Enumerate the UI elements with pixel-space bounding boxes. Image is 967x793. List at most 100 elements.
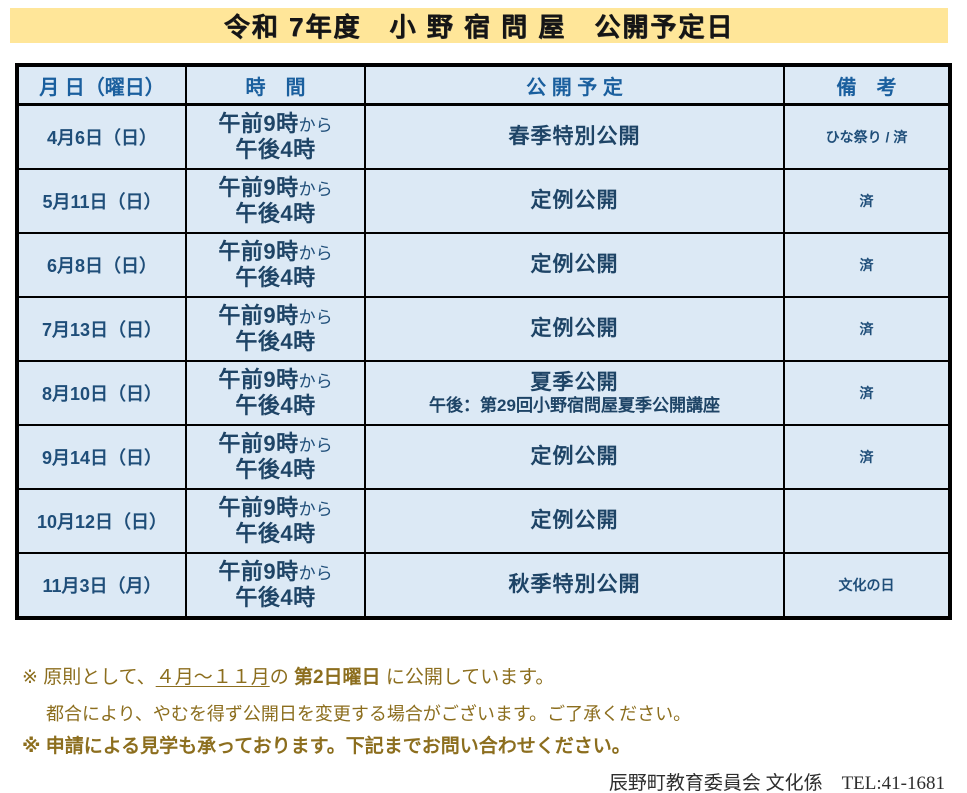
schedule-table: 月 日（曜日） 時 間 公 開 予 定 備 考 4月6日（日） 午前9時から 午… [15, 63, 952, 620]
time-start: 午前9時 [218, 174, 299, 200]
event-cell: 定例公開 [364, 424, 785, 490]
header-note: 備 考 [783, 64, 951, 106]
time-end: 午後4時 [235, 329, 316, 354]
date-text: 6月8日（日） [46, 256, 158, 276]
header-row: 月 日（曜日） 時 間 公 開 予 定 備 考 [16, 64, 951, 106]
date-cell: 11月3日（月） [16, 552, 187, 619]
time-kara: から [298, 371, 333, 391]
time-line-2: 午後4時 [191, 457, 360, 483]
time-start: 午前9時 [218, 494, 299, 520]
time-end: 午後4時 [235, 585, 316, 610]
note-text: 済 [859, 385, 874, 401]
footnote-change-notice: 都合により、やむを得ず公開日を変更する場合がございます。ご了承ください。 [46, 704, 692, 724]
event-cell: 定例公開 [364, 232, 785, 298]
time-line-1: 午前9時から [191, 175, 360, 201]
title-band: 令和 7年度 小 野 宿 問 屋 公開予定日 [10, 8, 948, 43]
time-kara: から [298, 115, 333, 135]
time-end: 午後4時 [235, 393, 316, 418]
event-cell: 定例公開 [364, 488, 785, 554]
date-cell: 9月14日（日） [16, 424, 187, 490]
event-main: 秋季特別公開 [508, 572, 641, 596]
date-text: 4月6日（日） [46, 128, 158, 148]
note-cell: 済 [783, 424, 951, 490]
date-cell: 8月10日（日） [16, 360, 187, 426]
footnote-principle: ※ 原則として、４月～１１月の 第2日曜日 に公開しています。 [22, 662, 554, 689]
time-line-2: 午後4時 [191, 265, 360, 291]
time-line-2: 午後4時 [191, 137, 360, 163]
date-cell: 7月13日（日） [16, 296, 187, 362]
note-cell: ひな祭り / 済 [783, 103, 951, 170]
note-text: 済 [859, 193, 874, 209]
note-text: ひな祭り / 済 [825, 129, 908, 145]
note-text: 済 [859, 449, 874, 465]
event-cell: 秋季特別公開 [364, 552, 785, 619]
footnote1-prefix: ※ 原則として、 [22, 667, 156, 688]
time-end: 午後4時 [235, 201, 316, 226]
time-line-1: 午前9時から [191, 111, 360, 137]
table-row: 10月12日（日） 午前9時から 午後4時 定例公開 [16, 488, 951, 554]
date-text: 5月11日（日） [42, 192, 162, 212]
time-cell: 午前9時から 午後4時 [185, 360, 366, 426]
date-text: 8月10日（日） [41, 384, 163, 404]
event-cell: 春季特別公開 [364, 103, 785, 170]
header-time: 時 間 [185, 64, 366, 106]
table-row: 8月10日（日） 午前9時から 午後4時 夏季公開 午後：第29回小野宿問屋夏季… [16, 360, 951, 426]
time-end: 午後4時 [235, 457, 316, 482]
time-cell: 午前9時から 午後4時 [185, 424, 366, 490]
footnote1-suffix: に公開しています。 [380, 667, 555, 688]
time-start: 午前9時 [218, 302, 299, 328]
time-line-2: 午後4時 [191, 393, 360, 419]
schedule-header: 月 日（曜日） 時 間 公 開 予 定 備 考 [16, 64, 951, 106]
date-text: 7月13日（日） [41, 320, 163, 340]
time-line-2: 午後4時 [191, 585, 360, 611]
note-cell [783, 488, 951, 554]
time-start: 午前9時 [218, 110, 299, 136]
time-line-2: 午後4時 [191, 521, 360, 547]
header-date: 月 日（曜日） [16, 64, 187, 106]
event-main: 定例公開 [530, 188, 619, 212]
date-text: 10月12日（日） [36, 512, 168, 532]
time-cell: 午前9時から 午後4時 [185, 552, 366, 619]
schedule-body: 4月6日（日） 午前9時から 午後4時 春季特別公開 ひな祭り / 済 5月11… [16, 103, 951, 619]
time-end: 午後4時 [235, 265, 316, 290]
time-kara: から [298, 243, 333, 263]
time-cell: 午前9時から 午後4時 [185, 232, 366, 298]
event-main: 定例公開 [530, 444, 619, 468]
time-start: 午前9時 [218, 430, 299, 456]
note-cell: 済 [783, 296, 951, 362]
time-cell: 午前9時から 午後4時 [185, 103, 366, 170]
time-line-1: 午前9時から [191, 559, 360, 585]
date-text: 11月3日（月） [42, 576, 162, 596]
time-line-2: 午後4時 [191, 201, 360, 227]
note-cell: 済 [783, 168, 951, 234]
page-title: 令和 7年度 小 野 宿 問 屋 公開予定日 [223, 12, 735, 42]
date-cell: 4月6日（日） [16, 103, 187, 170]
event-sub: 午後：第29回小野宿問屋夏季公開講座 [429, 395, 720, 415]
note-text: 済 [859, 321, 874, 337]
time-line-1: 午前9時から [191, 239, 360, 265]
time-kara: から [298, 499, 333, 519]
event-cell: 定例公開 [364, 168, 785, 234]
footnote1-underlined: ４月～１１月 [155, 667, 270, 688]
time-start: 午前9時 [218, 366, 299, 392]
time-end: 午後4時 [235, 137, 316, 162]
table-row: 4月6日（日） 午前9時から 午後4時 春季特別公開 ひな祭り / 済 [16, 103, 951, 170]
footnote-application: ※ 申請による見学も承っております。下記までお問い合わせください。 [22, 736, 631, 757]
time-cell: 午前9時から 午後4時 [185, 168, 366, 234]
time-line-1: 午前9時から [191, 495, 360, 521]
event-main: 定例公開 [530, 316, 619, 340]
note-text: 済 [859, 257, 874, 273]
time-cell: 午前9時から 午後4時 [185, 296, 366, 362]
time-kara: から [298, 435, 333, 455]
table-row: 6月8日（日） 午前9時から 午後4時 定例公開 済 [16, 232, 951, 298]
table-row: 11月3日（月） 午前9時から 午後4時 秋季特別公開 文化の日 [16, 552, 951, 619]
event-cell: 夏季公開 午後：第29回小野宿問屋夏季公開講座 [364, 360, 785, 426]
note-cell: 文化の日 [783, 552, 951, 619]
header-event: 公 開 予 定 [364, 64, 785, 106]
time-kara: から [298, 563, 333, 583]
time-line-1: 午前9時から [191, 303, 360, 329]
time-line-1: 午前9時から [191, 431, 360, 457]
time-end: 午後4時 [235, 521, 316, 546]
time-start: 午前9時 [218, 558, 299, 584]
